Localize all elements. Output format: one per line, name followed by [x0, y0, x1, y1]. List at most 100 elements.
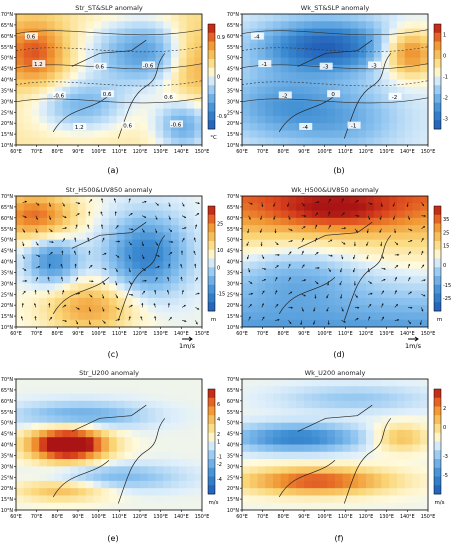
vector-scale-label: 1m/s — [179, 342, 196, 350]
y-tick-label: 60°N — [227, 34, 240, 40]
coastline — [52, 39, 166, 139]
map-panel-3: 1m/s Wk_H500&UV850 anomaly 60°E 70°E 80°E 90°… — [227, 186, 451, 350]
y-tick-label: 70°N — [227, 12, 240, 18]
anomaly-shading — [242, 379, 428, 510]
x-tick-label: 70°E — [31, 149, 43, 155]
colorbar-tick-label: 0 — [443, 263, 446, 269]
y-tick-label: 65°N — [227, 388, 240, 394]
map-panel-0: 0.6 0.6 0.6 1.2 -0.6 -0.6 0.6 1.2 0.6 -0.6 Str_ST&… — [1, 4, 227, 155]
contour-label: -1 — [351, 124, 356, 130]
x-tick-label: 100°E — [317, 149, 332, 155]
vector-scale-label: 1m/s — [405, 342, 422, 350]
y-tick-label: 50°N — [227, 421, 240, 427]
x-tick-label: 60°E — [10, 149, 22, 155]
y-tick-label: 60°N — [1, 399, 14, 405]
x-tick-label: 140°E — [400, 149, 415, 155]
y-tick-label: 25°N — [1, 110, 14, 116]
x-tick-label: 130°E — [153, 149, 168, 155]
y-tick-label: 25°N — [227, 110, 240, 116]
y-tick-label: 20°N — [227, 486, 240, 492]
map-panel-1: -4 -3 -2 -4 -3 -2 -1 -1 0 Wk_ST&SLP anomaly 60°E 70… — [227, 4, 448, 155]
x-tick-label: 150°E — [421, 514, 436, 520]
colorbar-tick-label: -5 — [443, 473, 448, 479]
y-tick-label: 50°N — [1, 421, 14, 427]
y-tick-label: 45°N — [1, 249, 14, 255]
x-tick-label: 100°E — [317, 331, 332, 337]
x-tick-label: 150°E — [195, 331, 210, 337]
coastline — [52, 404, 166, 504]
y-tick-label: 30°N — [1, 99, 14, 105]
x-tick-label: 80°E — [278, 331, 290, 337]
x-tick-label: 120°E — [359, 331, 374, 337]
x-tick-label: 120°E — [133, 149, 148, 155]
y-tick-label: 65°N — [1, 23, 14, 29]
panel-caption: (d) — [333, 350, 344, 359]
colorbar: 25 10 0 -15 m — [207, 205, 225, 323]
y-tick-label: 60°N — [227, 216, 240, 222]
colorbar-tick-label: 0 — [443, 425, 446, 431]
y-tick-label: 65°N — [227, 205, 240, 211]
x-tick-label: 70°E — [257, 514, 269, 520]
x-tick-label: 120°E — [133, 514, 148, 520]
y-tick-label: 55°N — [1, 45, 14, 51]
y-tick-label: 15°N — [227, 132, 240, 138]
y-tick-label: 45°N — [1, 432, 14, 438]
x-tick-label: 90°E — [298, 514, 310, 520]
y-tick-label: 15°N — [1, 497, 14, 503]
panel-caption: (a) — [107, 166, 118, 175]
colorbar: 1 0 -1 -2 -3 — [433, 23, 448, 130]
y-tick-label: 40°N — [227, 443, 240, 449]
y-tick-label: 70°N — [1, 12, 14, 18]
x-tick-label: 150°E — [195, 149, 210, 155]
colorbar: 6 4 2 1 -1-2 -4 m/s — [207, 388, 222, 506]
x-tick-label: 70°E — [31, 514, 43, 520]
contour-label: 0.6 — [164, 95, 173, 101]
x-tick-label: 60°E — [10, 331, 22, 337]
y-tick-label: 40°N — [227, 78, 240, 84]
y-tick-label: 45°N — [227, 432, 240, 438]
contour-label: 0 — [331, 92, 335, 98]
y-tick-label: 10°N — [1, 325, 14, 331]
colorbar-tick-label: -3 — [443, 117, 448, 123]
x-tick-label: 90°E — [298, 149, 310, 155]
colorbar-tick-label: 1 — [217, 440, 220, 446]
colorbar-tick-label: -25 — [443, 296, 451, 302]
wind-vectors — [246, 198, 426, 326]
colorbar-tick-label: -15 — [443, 283, 451, 289]
x-tick-label: 140°E — [400, 331, 415, 337]
x-tick-label: 90°E — [72, 514, 84, 520]
y-tick-label: 25°N — [1, 292, 14, 298]
y-tick-label: 10°N — [227, 508, 240, 514]
y-tick-label: 40°N — [1, 443, 14, 449]
y-tick-label: 35°N — [1, 88, 14, 94]
x-tick-label: 110°E — [112, 514, 127, 520]
y-tick-label: 70°N — [1, 194, 14, 200]
colorbar-tick-label: 6 — [217, 402, 220, 408]
y-tick-label: 70°N — [227, 377, 240, 383]
colorbar-tick-label: 10 — [217, 248, 223, 254]
y-tick-label: 35°N — [1, 453, 14, 459]
x-tick-label: 110°E — [112, 331, 127, 337]
panel-caption: (e) — [107, 534, 118, 543]
y-tick-label: 50°N — [227, 238, 240, 244]
panel-title: Str_U200 anomaly — [79, 369, 139, 377]
contour-lines: -4 -3 -2 -4 -3 -2 -1 -1 0 — [242, 29, 428, 131]
map-panel-2: 1m/s Str_H500&UV850 anomaly 60°E 70°E 80°E 90… — [1, 186, 225, 350]
contour-label: -0.6 — [143, 63, 154, 69]
x-tick-label: 90°E — [298, 331, 310, 337]
x-tick-label: 130°E — [379, 149, 394, 155]
y-tick-label: 35°N — [1, 270, 14, 276]
colorbar-tick-label: 0 — [443, 54, 446, 60]
y-tick-label: 65°N — [227, 23, 240, 29]
contour-label: 1.2 — [34, 62, 43, 68]
y-tick-label: 10°N — [227, 143, 240, 149]
y-tick-label: 10°N — [1, 508, 14, 514]
y-tick-label: 45°N — [227, 67, 240, 73]
x-tick-label: 100°E — [91, 514, 106, 520]
y-tick-label: 15°N — [227, 314, 240, 320]
anomaly-shading — [242, 196, 428, 327]
y-tick-label: 50°N — [1, 56, 14, 62]
y-tick-label: 15°N — [1, 132, 14, 138]
y-tick-label: 25°N — [227, 475, 240, 481]
